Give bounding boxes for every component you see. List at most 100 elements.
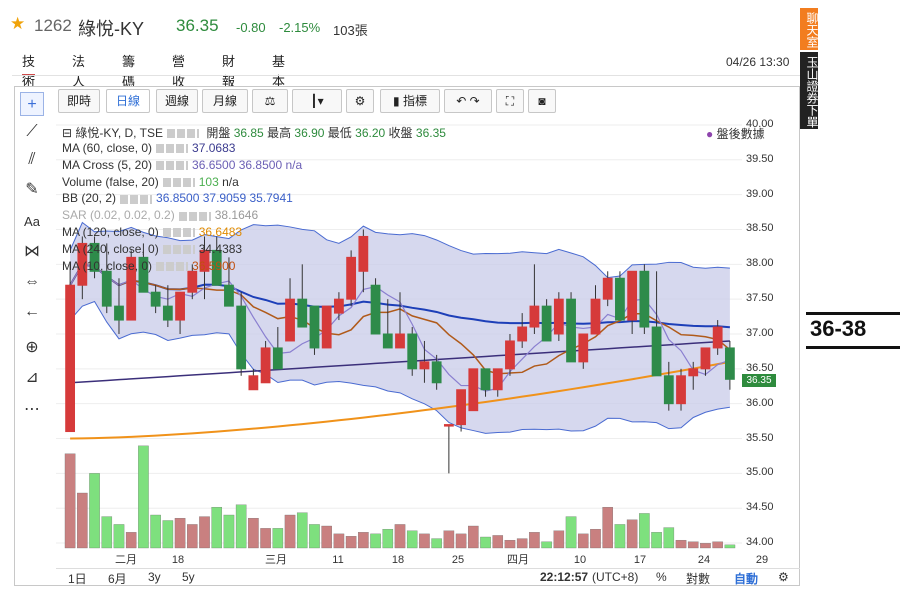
candle-body — [676, 375, 686, 405]
candle-body — [505, 340, 515, 370]
legend-row-icons[interactable] — [178, 211, 211, 221]
legend-row-icons[interactable] — [156, 144, 189, 154]
undo-redo-icon[interactable]: ↶ ↷ — [444, 89, 492, 113]
tab-financials[interactable]: 財報 — [222, 54, 236, 89]
ruler-icon[interactable]: ⊿ — [25, 369, 39, 386]
legend-high: 36.90 — [294, 126, 325, 140]
tab-institutional[interactable]: 法人 — [72, 54, 86, 89]
volume-bar — [602, 506, 613, 549]
indicators-label: 指標 — [402, 94, 427, 108]
legend-symbol: ⊟ — [62, 126, 76, 140]
price-change: -0.80 — [236, 20, 266, 35]
chart-type-icon[interactable]: ┃▾ — [292, 89, 342, 113]
tab-chips[interactable]: 籌碼 — [122, 54, 136, 89]
pattern-icon[interactable]: ⋈ — [24, 243, 40, 260]
candle-body — [236, 305, 247, 370]
y-tick-label: 35.50 — [746, 431, 774, 444]
crosshair-icon[interactable]: + — [20, 92, 44, 116]
star-icon[interactable]: ★ — [10, 14, 26, 33]
volume-bar — [370, 533, 381, 549]
after-hours-data[interactable]: ● 盤後數據 — [706, 125, 765, 142]
range-3y[interactable]: 3y — [148, 570, 161, 584]
volume-bar — [516, 538, 528, 549]
brush-icon[interactable]: ✎ — [25, 181, 39, 198]
legend-row: SAR (0.02, 0.02, 0.2) 38.1646 — [62, 208, 258, 222]
volume-bar — [125, 532, 137, 549]
legend-row-icons[interactable] — [120, 194, 153, 204]
indicators-button[interactable]: ▮ 指標 — [380, 89, 440, 113]
timezone[interactable]: (UTC+8) — [592, 570, 639, 584]
candle-body — [272, 347, 283, 370]
legend-row: MA (10, close, 0) 36.5900 — [62, 259, 235, 273]
after-hours-label: 盤後數據 — [716, 127, 765, 141]
zoom-icon[interactable]: ⊕ — [25, 339, 39, 356]
x-tick-label: 24 — [698, 554, 710, 566]
volume-bar — [138, 445, 149, 549]
camera-icon[interactable]: ◙ — [528, 89, 556, 113]
x-tick-label: 25 — [452, 554, 464, 566]
weekly-button[interactable]: 週線 — [156, 89, 198, 113]
legend-open: 36.85 — [233, 126, 264, 140]
legend-row: MA (60, close, 0) 37.0683 — [62, 141, 235, 155]
back-arrow-icon[interactable]: ← — [24, 303, 40, 320]
volume-bar — [223, 514, 235, 549]
tab-revenue[interactable]: 營收 — [172, 54, 186, 89]
legend-icons[interactable] — [166, 129, 199, 139]
daily-button[interactable]: 日線 — [106, 89, 150, 113]
volume-bar — [712, 541, 723, 549]
volume-bar — [590, 528, 601, 549]
realtime-button[interactable]: 即時 — [58, 89, 100, 113]
range-5y[interactable]: 5y — [182, 570, 195, 584]
volume-bar — [64, 453, 76, 549]
measure-icon[interactable]: ⇔ — [24, 273, 40, 290]
range-1d[interactable]: 1日 — [68, 572, 87, 586]
y-tick-label: 37.50 — [746, 292, 774, 305]
candle-body — [175, 291, 185, 321]
legend-row-label: MA (240, close, 0) — [62, 241, 159, 256]
broker-order-button[interactable]: 玉山證券下單 — [800, 52, 819, 129]
legend-main: ⊟ 綠悅-KY, D, TSE 開盤 36.85 最高 36.90 最低 36.… — [62, 124, 446, 141]
more-icon[interactable]: ⋯ — [24, 401, 40, 418]
after-hours-dot-icon: ● — [706, 127, 714, 141]
volume-bar — [639, 513, 650, 549]
candle-body — [553, 298, 564, 335]
tab-basic[interactable]: 基本 — [272, 54, 286, 89]
volume-bar — [284, 514, 296, 549]
candle-body — [468, 368, 479, 412]
candle-body — [590, 298, 601, 335]
settings-gear-icon[interactable]: ⚙ — [346, 89, 374, 113]
legend-row-values: 103 — [198, 174, 219, 189]
auto-scale-toggle[interactable]: 自動 — [734, 572, 759, 586]
clock: 22:12:57 — [540, 570, 589, 584]
legend-row-label: MA Cross (5, 20) — [62, 157, 153, 172]
legend-row-icons[interactable] — [162, 228, 195, 238]
fib-icon[interactable]: ⫽ — [28, 151, 36, 168]
last-price: 36.35 — [176, 16, 219, 35]
candle-body — [566, 298, 576, 363]
legend-row-label: SAR (0.02, 0.02, 0.2) — [62, 208, 175, 223]
percent-toggle[interactable]: % — [656, 570, 667, 584]
ma120-line — [70, 360, 731, 440]
log-toggle[interactable]: 對數 — [686, 572, 711, 586]
legend-row: Volume (false, 20) 103 n/a — [62, 175, 239, 189]
range-6m[interactable]: 6月 — [108, 572, 127, 586]
legend-row-icons[interactable] — [156, 261, 189, 271]
candle-body — [358, 235, 369, 272]
volume-bar — [150, 514, 161, 549]
price-chart[interactable] — [56, 118, 742, 550]
y-tick-label: 36.00 — [746, 396, 774, 409]
fullscreen-icon[interactable]: ⛶ — [496, 89, 524, 113]
monthly-button[interactable]: 月線 — [202, 89, 248, 113]
trendline-icon[interactable]: ⟋ — [26, 123, 38, 140]
legend-row-icons[interactable] — [162, 177, 195, 187]
compare-icon[interactable]: ⚖ — [252, 89, 288, 113]
gear-icon[interactable]: ⚙ — [778, 570, 789, 584]
chat-room-button[interactable]: 聊天室 — [800, 8, 819, 50]
text-tool-icon[interactable]: Aa — [24, 214, 40, 229]
legend-row-icons[interactable] — [156, 161, 189, 171]
tab-technical[interactable]: 技術 — [22, 54, 36, 89]
volume-bar — [77, 492, 88, 549]
legend-row-label: MA (60, close, 0) — [62, 141, 153, 155]
legend-row-icons[interactable] — [162, 245, 195, 255]
y-tick-label: 38.50 — [746, 222, 774, 235]
